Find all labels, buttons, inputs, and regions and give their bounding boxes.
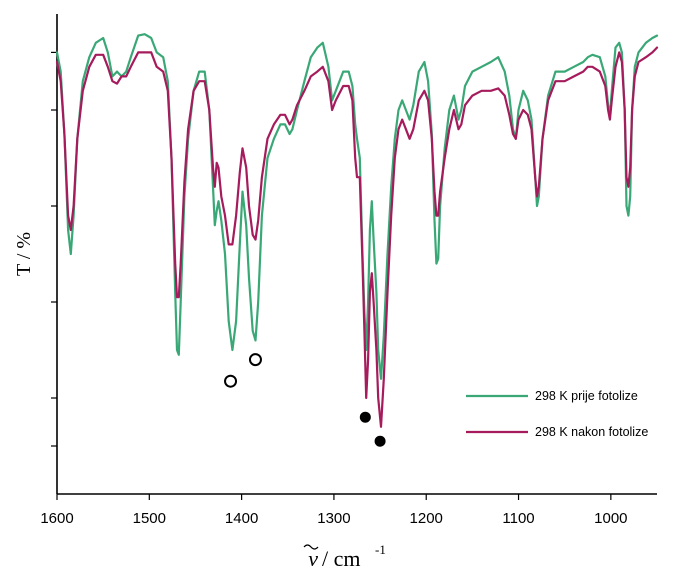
x-tick-label-1200: 1200 — [410, 510, 443, 527]
series-line-1 — [55, 46, 659, 428]
x-tick-label-1600: 1600 — [40, 510, 73, 527]
x-axis-label-exponent: -1 — [375, 542, 386, 557]
x-axis-label-tilde — [303, 544, 319, 550]
y-ticks — [51, 51, 57, 447]
open-circle-marker-1 — [248, 353, 262, 367]
x-axis-label-symbol: ν — [308, 546, 318, 571]
x-ticks: 1600 1500 1400 1300 1200 1100 1000 — [40, 494, 628, 527]
x-axis-label: ν / cm -1 — [303, 542, 386, 571]
x-tick-label-1500: 1500 — [133, 510, 166, 527]
filled-circle-marker-3 — [374, 435, 386, 447]
legend-label-before: 298 K prije fotolize — [535, 389, 638, 403]
series-group — [55, 33, 659, 428]
filled-circle-marker-2 — [359, 411, 371, 423]
open-circle-marker-0 — [224, 374, 238, 388]
x-axis-label-unit: / cm — [322, 546, 361, 571]
x-tick-label-1300: 1300 — [317, 510, 350, 527]
legend: 298 K prije fotolize 298 K nakon fotoliz… — [466, 389, 648, 439]
x-tick-label-1100: 1100 — [502, 510, 534, 527]
axes — [56, 14, 657, 495]
marker-group — [224, 353, 386, 447]
x-tick-label-1000: 1000 — [594, 510, 627, 527]
y-axis-label: T / % — [13, 232, 35, 276]
series-line-0 — [55, 33, 659, 380]
legend-label-after: 298 K nakon fotolize — [535, 425, 648, 439]
x-tick-label-1400: 1400 — [225, 510, 258, 527]
